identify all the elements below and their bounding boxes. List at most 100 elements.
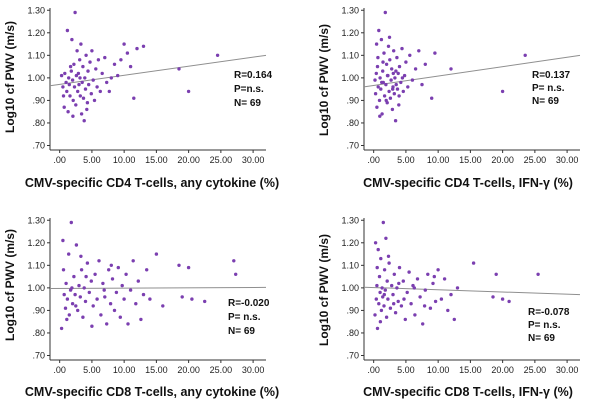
- stat-r: R=-0.078: [528, 307, 570, 318]
- plot-area: .70 .80 .90 1.00 1.10 1.20 1.30 .00 5.00 10.00 15.…: [341, 215, 581, 375]
- data-point: [387, 89, 391, 94]
- data-point: [428, 306, 433, 310]
- data-point: [85, 261, 90, 265]
- data-point: [384, 315, 389, 319]
- data-point: [418, 295, 422, 299]
- fit-line: [363, 286, 581, 296]
- y-tick-label: 1.10: [27, 50, 45, 60]
- data-point: [105, 80, 109, 85]
- data-point: [394, 69, 398, 73]
- data-point: [378, 114, 382, 118]
- data-point: [109, 263, 113, 267]
- data-point: [78, 295, 82, 299]
- data-point: [380, 286, 384, 290]
- x-tick-label: 5.00: [83, 155, 101, 165]
- y-tick-label: .90: [346, 305, 359, 315]
- stats-block: R=0.164 P=n.s. N= 69: [234, 70, 273, 109]
- data-point: [68, 64, 73, 69]
- data-point: [385, 73, 390, 78]
- data-point: [388, 96, 393, 100]
- data-point: [373, 92, 378, 96]
- data-point: [397, 94, 401, 98]
- y-tick-label: 1.30: [27, 215, 45, 225]
- data-point: [399, 304, 404, 308]
- stats-block: R=-0.020 P= n.s. N= 69: [228, 298, 270, 337]
- data-point: [397, 64, 402, 69]
- data-point: [84, 53, 88, 57]
- data-point: [373, 313, 377, 317]
- x-tick-label: 10.00: [113, 365, 136, 375]
- data-point: [439, 297, 444, 301]
- stat-n: N= 69: [528, 333, 555, 344]
- data-point: [65, 89, 69, 94]
- data-point: [383, 288, 387, 292]
- data-point: [80, 80, 84, 85]
- data-point: [386, 254, 391, 258]
- data-point: [116, 73, 120, 78]
- data-point: [83, 76, 87, 80]
- data-point: [396, 71, 400, 76]
- stat-n: N= 69: [532, 96, 559, 107]
- data-point: [392, 272, 396, 276]
- data-point: [70, 286, 74, 290]
- data-point: [449, 292, 453, 297]
- stat-p: P= n.s.: [532, 83, 565, 94]
- stat-p: P= n.s.: [528, 320, 561, 331]
- data-point: [385, 279, 389, 283]
- data-point: [392, 49, 396, 53]
- data-point: [61, 238, 65, 243]
- data-point: [63, 71, 67, 76]
- data-point: [76, 89, 80, 94]
- data-point: [376, 247, 380, 252]
- data-point: [134, 302, 138, 306]
- data-point: [62, 105, 66, 109]
- data-point: [455, 286, 460, 290]
- data-point: [186, 265, 191, 270]
- data-point: [93, 272, 97, 276]
- data-point: [67, 82, 71, 87]
- x-tick-label: 15.00: [459, 155, 482, 165]
- data-point: [95, 85, 99, 89]
- data-point: [139, 317, 143, 322]
- data-point: [203, 299, 207, 304]
- data-point: [500, 297, 505, 301]
- data-point: [374, 71, 378, 76]
- stat-p: P= n.s.: [228, 312, 261, 323]
- y-tick-label: .80: [346, 118, 359, 128]
- data-point: [381, 69, 385, 73]
- x-tick-label: 25.00: [524, 155, 547, 165]
- data-point: [380, 112, 384, 116]
- data-point: [190, 297, 194, 301]
- data-point: [87, 290, 91, 295]
- x-tick-label: 20.00: [491, 155, 514, 165]
- data-point: [384, 236, 388, 240]
- data-point: [404, 60, 408, 64]
- y-tick-label: .70: [346, 140, 359, 150]
- data-point: [118, 315, 123, 319]
- data-point: [100, 71, 104, 76]
- data-point: [89, 92, 93, 96]
- data-point: [381, 220, 385, 225]
- data-point: [390, 67, 394, 71]
- x-tick-label: 25.00: [524, 365, 547, 375]
- x-axis-label: CMV-specific CD4 T-cells, any cytokine (…: [25, 176, 279, 190]
- y-tick-label: 1.30: [341, 215, 359, 225]
- data-point: [422, 304, 427, 308]
- data-point: [103, 295, 107, 299]
- data-point: [397, 265, 402, 270]
- data-point: [79, 254, 83, 258]
- data-point: [62, 292, 66, 297]
- data-point: [491, 295, 495, 299]
- data-point: [177, 263, 181, 267]
- y-tick-label: 1.10: [341, 50, 359, 60]
- data-point: [436, 268, 440, 272]
- data-point: [67, 252, 71, 256]
- data-point: [81, 64, 85, 69]
- x-tick-label: 20.00: [177, 365, 200, 375]
- data-point: [124, 272, 128, 276]
- x-tick-label: 30.00: [242, 365, 265, 375]
- data-point: [74, 304, 78, 308]
- y-tick-label: 1.20: [27, 28, 45, 38]
- data-point: [161, 304, 165, 308]
